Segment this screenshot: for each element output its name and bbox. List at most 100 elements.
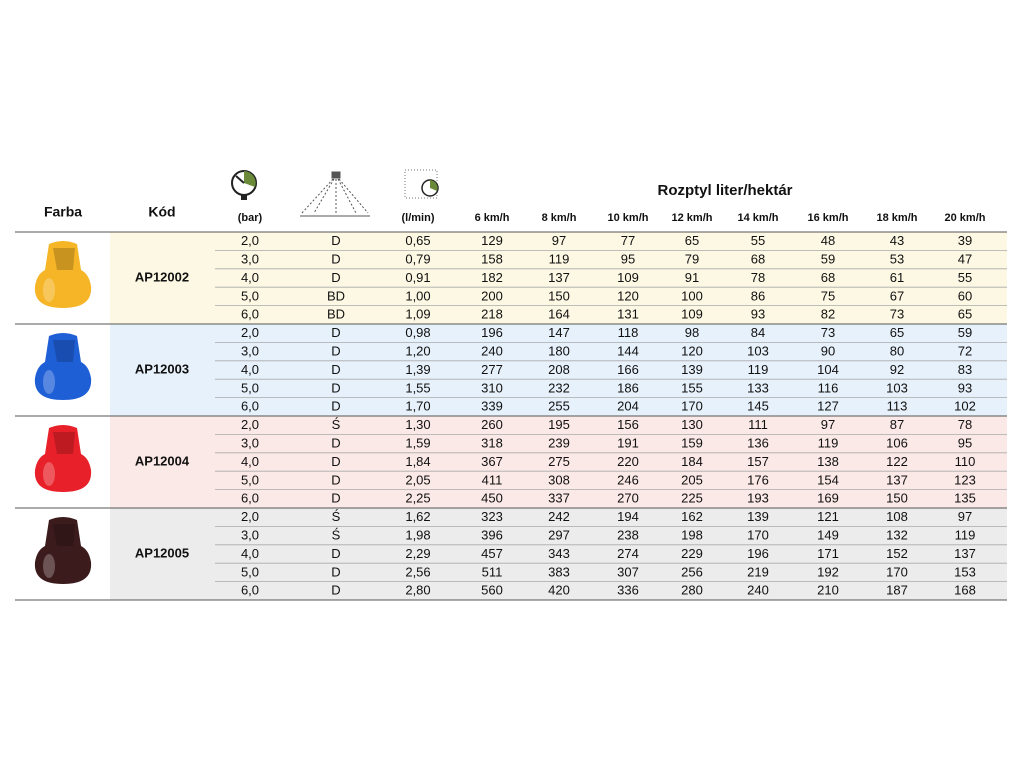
cell: 144 bbox=[617, 344, 639, 359]
nozzle-shade bbox=[53, 432, 75, 454]
cell: 5,0 bbox=[241, 472, 259, 487]
cell: 111 bbox=[748, 417, 768, 432]
header: Farba Kód (bar) (l/min) Rozptyl liter/he… bbox=[44, 169, 793, 224]
cell: 2,29 bbox=[405, 546, 430, 561]
cell: 59 bbox=[958, 325, 972, 340]
group-background bbox=[110, 324, 1007, 416]
cell: 187 bbox=[886, 583, 908, 598]
cell: 171 bbox=[817, 546, 839, 561]
cell: 186 bbox=[617, 380, 639, 395]
gauge-icon bbox=[231, 170, 257, 200]
color-header: Farba bbox=[44, 204, 82, 220]
cell: 383 bbox=[548, 564, 570, 579]
cell: 67 bbox=[890, 288, 904, 303]
nozzle-body bbox=[34, 517, 92, 584]
cell: 6,0 bbox=[241, 307, 259, 322]
cell: 95 bbox=[621, 252, 635, 267]
cell: 73 bbox=[821, 325, 835, 340]
cell: 232 bbox=[548, 380, 570, 395]
cell: 123 bbox=[954, 472, 976, 487]
cell: 242 bbox=[548, 509, 570, 524]
nozzle-code: AP12002 bbox=[135, 269, 189, 284]
cell: 120 bbox=[617, 288, 639, 303]
cell: 336 bbox=[617, 583, 639, 598]
cell: 100 bbox=[681, 288, 703, 303]
cell: 162 bbox=[681, 509, 703, 524]
nozzle-highlight bbox=[43, 370, 55, 394]
cell: 2,0 bbox=[241, 233, 259, 248]
cell: 323 bbox=[481, 509, 503, 524]
cell: D bbox=[331, 270, 340, 285]
cell: 3,0 bbox=[241, 344, 259, 359]
cell: 1,39 bbox=[405, 362, 430, 377]
cell: 182 bbox=[481, 270, 503, 285]
cell: 307 bbox=[617, 564, 639, 579]
cell: 87 bbox=[890, 417, 904, 432]
cell: 48 bbox=[821, 233, 835, 248]
cell: 158 bbox=[481, 252, 503, 267]
cell: 103 bbox=[886, 380, 908, 395]
cell: D bbox=[331, 252, 340, 267]
cell: 2,05 bbox=[405, 472, 430, 487]
cell: 120 bbox=[681, 344, 703, 359]
cell: 275 bbox=[548, 454, 570, 469]
cell: 110 bbox=[955, 454, 976, 469]
cell: 68 bbox=[751, 252, 765, 267]
cell: 5,0 bbox=[241, 380, 259, 395]
pressure-header: (bar) bbox=[238, 212, 263, 224]
cell: 91 bbox=[685, 270, 699, 285]
speed-header: 14 km/h bbox=[738, 212, 779, 224]
cell: 420 bbox=[548, 583, 570, 598]
cell: 137 bbox=[954, 546, 976, 561]
cell: D bbox=[331, 233, 340, 248]
cell: 4,0 bbox=[241, 270, 259, 285]
cell: 119 bbox=[818, 436, 839, 451]
cell: 1,30 bbox=[405, 417, 430, 432]
cell: 198 bbox=[681, 528, 703, 543]
cell: D bbox=[331, 454, 340, 469]
cell: 1,00 bbox=[405, 288, 430, 303]
cell: 168 bbox=[954, 583, 976, 598]
cell: D bbox=[331, 491, 340, 506]
cell: 6,0 bbox=[241, 583, 259, 598]
cell: 116 bbox=[818, 380, 839, 395]
cell: 137 bbox=[886, 472, 908, 487]
cell: 135 bbox=[954, 491, 976, 506]
cell: 127 bbox=[817, 399, 839, 414]
cell: 129 bbox=[481, 233, 503, 248]
cell: 240 bbox=[481, 344, 503, 359]
cell: 450 bbox=[481, 491, 503, 506]
cell: 55 bbox=[958, 270, 972, 285]
cell: 310 bbox=[481, 380, 503, 395]
cell: 97 bbox=[958, 509, 972, 524]
cell: 277 bbox=[481, 362, 503, 377]
cell: 193 bbox=[747, 491, 769, 506]
cell: 118 bbox=[618, 325, 639, 340]
cell: 6,0 bbox=[241, 491, 259, 506]
cell: 396 bbox=[481, 528, 503, 543]
cell: 86 bbox=[751, 288, 765, 303]
cell: 196 bbox=[481, 325, 503, 340]
cell: 191 bbox=[617, 436, 639, 451]
cell: 139 bbox=[747, 509, 769, 524]
cell: 180 bbox=[548, 344, 570, 359]
cell: 103 bbox=[747, 344, 769, 359]
cell: 2,0 bbox=[241, 417, 259, 432]
cell: 82 bbox=[821, 307, 835, 322]
cell: D bbox=[331, 436, 340, 451]
cell: 255 bbox=[548, 399, 570, 414]
cell: 109 bbox=[617, 270, 639, 285]
cell: 78 bbox=[958, 417, 972, 432]
speed-header: 8 km/h bbox=[542, 212, 577, 224]
cell: 119 bbox=[549, 252, 570, 267]
cell: 164 bbox=[548, 307, 570, 322]
cell: 137 bbox=[548, 270, 570, 285]
cell: 84 bbox=[751, 325, 765, 340]
cell: D bbox=[331, 472, 340, 487]
cell: 136 bbox=[747, 436, 769, 451]
cell: 93 bbox=[751, 307, 765, 322]
cell: 343 bbox=[548, 546, 570, 561]
cell: 560 bbox=[481, 583, 503, 598]
cell: 200 bbox=[481, 288, 503, 303]
cell: 170 bbox=[681, 399, 703, 414]
